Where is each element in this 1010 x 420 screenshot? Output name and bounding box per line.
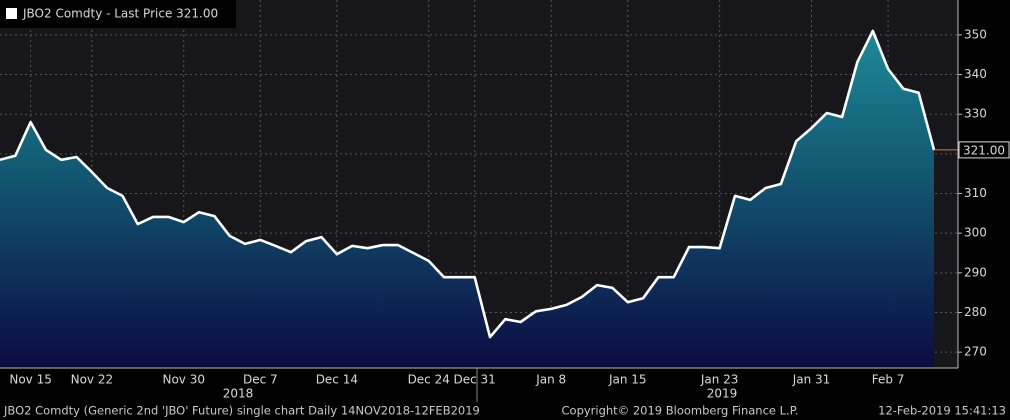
y-tick-label: 290 <box>964 265 987 279</box>
x-tick-label: Dec 7 <box>243 373 278 387</box>
y-tick-label: 350 <box>964 27 987 41</box>
x-tick-label: Feb 7 <box>872 373 905 387</box>
x-tick-label: Nov 15 <box>9 373 52 387</box>
area <box>0 30 934 369</box>
x-tick-label: Dec 24 <box>408 373 450 387</box>
last-price-label: 321.00 <box>963 143 1005 157</box>
legend-box <box>0 0 236 28</box>
y-tick-label: 330 <box>964 107 987 121</box>
x-tick-label: Nov 22 <box>71 373 114 387</box>
footer-right: 12-Feb-2019 15:41:13 <box>878 404 1006 418</box>
y-tick-label: 300 <box>964 226 987 240</box>
x-group-label: 2019 <box>707 387 738 401</box>
line <box>0 29 936 339</box>
x-group-label: 2018 <box>223 387 254 401</box>
y-tick-label: 310 <box>964 186 987 200</box>
x-tick-label: Jan 8 <box>535 373 566 387</box>
y-tick-label: 340 <box>964 67 987 81</box>
x-tick-label: Nov 30 <box>162 373 205 387</box>
x-tick-label: Jan 15 <box>608 373 647 387</box>
y-tick-label: 270 <box>964 345 987 359</box>
y-tick-label: 280 <box>964 305 987 319</box>
footer-left: JBO2 Comdty (Generic 2nd 'JBO' Future) s… <box>3 404 480 418</box>
x-tick-label: Dec 14 <box>316 373 358 387</box>
x-tick-label: Dec 31 <box>453 373 495 387</box>
x-tick-label: Jan 23 <box>700 373 739 387</box>
legend-swatch <box>6 8 17 19</box>
x-tick-label: Jan 31 <box>792 373 831 387</box>
footer-center: Copyright© 2019 Bloomberg Finance L.P. <box>562 404 799 418</box>
last-price-box <box>958 141 1010 159</box>
legend-entry: JBO2 Comdty - Last Price 321.00 <box>22 7 218 21</box>
